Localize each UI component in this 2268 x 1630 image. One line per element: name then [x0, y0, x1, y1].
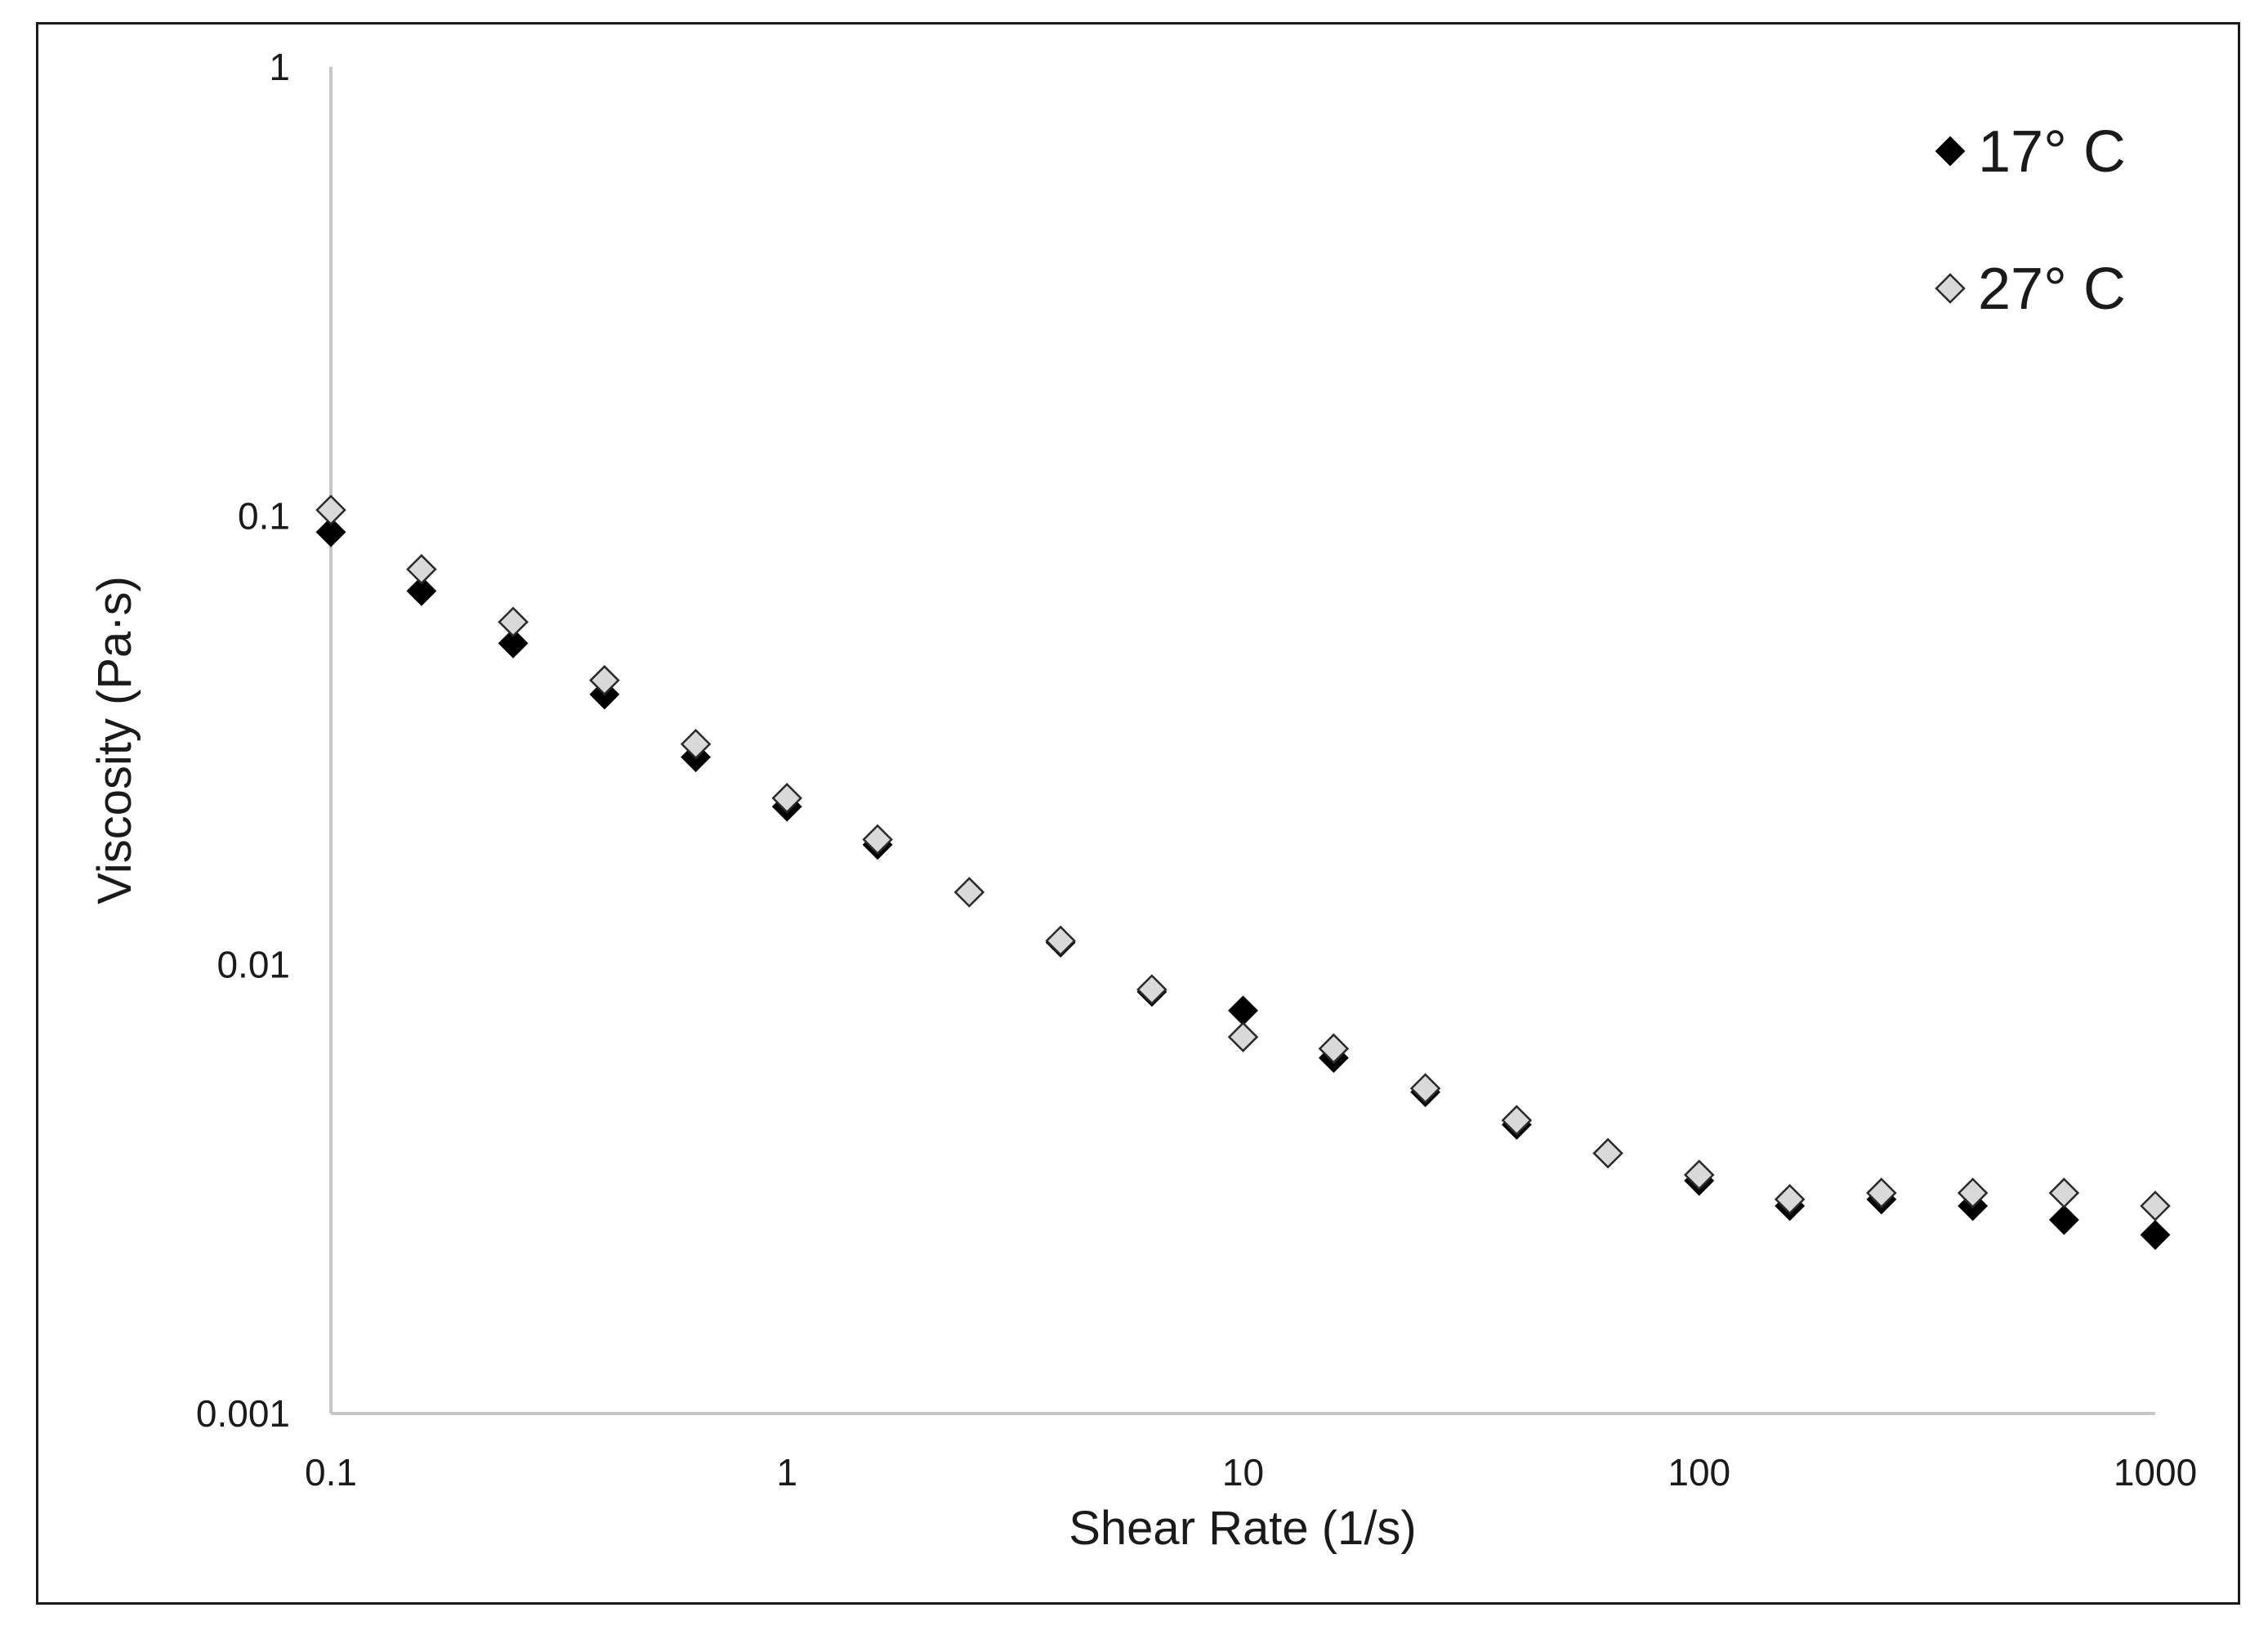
data-point: [498, 627, 529, 659]
data-points: [315, 494, 2171, 1250]
data-point: [406, 554, 437, 585]
legend-label: 27° C: [1978, 257, 2126, 322]
data-point: [862, 824, 893, 855]
data-point: [2048, 1177, 2080, 1208]
x-tick-label: 10: [1222, 1451, 1264, 1494]
y-tick-label: 0.01: [217, 944, 290, 986]
data-point: [1227, 1021, 1259, 1052]
series-2: [315, 494, 2171, 1221]
x-tick-label: 0.1: [305, 1451, 357, 1494]
legend-marker: [1935, 136, 1966, 167]
y-axis-title: Viscosity (Pa·s): [88, 576, 141, 904]
data-point: [2048, 1204, 2079, 1235]
legend: 17° C 27° C: [1935, 119, 2126, 322]
data-point: [1592, 1137, 1623, 1169]
legend-label: 17° C: [1978, 119, 2126, 185]
data-point: [406, 575, 437, 606]
data-point: [1957, 1177, 1989, 1208]
data-point: [1318, 1033, 1350, 1065]
data-point: [498, 606, 529, 638]
y-tick-label: 0.1: [238, 494, 290, 537]
x-tick-label: 1: [776, 1451, 797, 1494]
tick-labels: 0.1 1 10 100 1000 1 0.1 0.01 0.001: [196, 46, 2197, 1494]
legend-marker: [1935, 273, 1966, 304]
data-point: [589, 664, 620, 696]
data-point: [1409, 1073, 1441, 1104]
y-tick-label: 1: [269, 46, 290, 88]
x-tick-label: 100: [1668, 1451, 1730, 1494]
x-axis-title: Shear Rate (1/s): [1069, 1502, 1417, 1555]
data-point: [1683, 1159, 1715, 1190]
data-point: [315, 494, 346, 526]
data-point: [1866, 1177, 1897, 1208]
data-point: [680, 728, 712, 760]
data-point: [315, 516, 346, 547]
y-tick-label: 0.001: [196, 1392, 290, 1435]
data-point: [1228, 995, 1258, 1026]
x-tick-label: 1000: [2114, 1451, 2197, 1494]
chart-frame: [36, 22, 2240, 1605]
data-point: [1136, 974, 1167, 1005]
series-1: [315, 516, 2171, 1250]
data-point: [953, 877, 985, 908]
data-point: [771, 783, 803, 814]
data-point: [2140, 1219, 2171, 1250]
axes: [329, 67, 2155, 1415]
data-point: [2140, 1190, 2171, 1221]
data-point: [1045, 925, 1076, 957]
data-point: [1501, 1105, 1533, 1136]
data-point: [1774, 1184, 1806, 1215]
